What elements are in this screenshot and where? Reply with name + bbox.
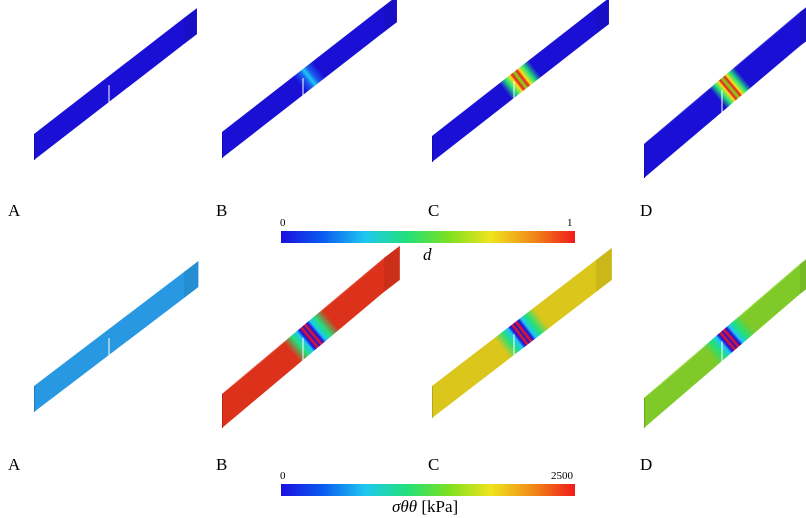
beam-panel-d-c <box>432 0 609 162</box>
beam-side-edge <box>222 132 223 158</box>
beam-side-edge <box>644 144 645 178</box>
beam-top-face <box>432 0 607 136</box>
colorbar-sigma <box>281 484 575 496</box>
beam-end-face <box>596 247 612 292</box>
colorbar-sigma-unit: [kPa] <box>421 497 459 516</box>
panel-label-sigma-b: B <box>216 455 228 474</box>
beam-side-edge <box>432 386 433 418</box>
panel-label-d-c: C <box>428 201 440 220</box>
beam-end-face <box>800 7 806 46</box>
colorbar-sigma-title: σθθ [kPa] <box>392 498 458 515</box>
beam-panel-d-b <box>222 0 397 158</box>
beam-top-face <box>432 247 612 386</box>
panel-label-d-a: A <box>8 201 21 220</box>
panel-label-sigma-c: C <box>428 455 440 474</box>
beam-side-edge <box>34 134 35 160</box>
beam-end-face <box>384 0 397 32</box>
beam-panel-d-a <box>34 8 197 160</box>
beam-top-face <box>644 259 806 398</box>
beam-top-face <box>222 245 400 394</box>
beam-end-face <box>184 8 197 45</box>
beam-top-face <box>222 0 392 132</box>
panel-label-sigma-a: A <box>8 455 21 474</box>
beam-panel-sigma-d <box>644 259 806 428</box>
colorbar-sigma-min-label: 0 <box>280 470 286 482</box>
panel-label-d-d: D <box>640 201 653 220</box>
beam-side-edge <box>644 398 645 428</box>
beam-panel-sigma-c <box>432 247 612 418</box>
beam-panel-sigma-a <box>34 261 199 412</box>
beam-panel-d-d <box>644 7 806 178</box>
colorbar-d-max-label: 1 <box>567 217 573 229</box>
colorbar-d-title-text: d <box>423 245 432 264</box>
beam-side-edge <box>432 136 433 162</box>
beam-end-face <box>596 0 609 34</box>
colorbar-sigma-title-text: σθθ <box>392 497 418 516</box>
beam-top-face <box>34 261 199 386</box>
beam-top-face <box>34 8 197 135</box>
panel-label-sigma-d: D <box>640 455 653 474</box>
beam-side-edge <box>34 386 35 412</box>
colorbar-sigma-max-label: 2500 <box>551 470 573 482</box>
colorbar-d <box>281 231 575 243</box>
beam-end-face <box>384 245 400 292</box>
beam-panel-sigma-b <box>222 245 400 428</box>
colorbar-d-title: d <box>423 246 432 263</box>
colorbar-d-min-label: 0 <box>280 217 286 229</box>
beam-end-face <box>184 261 199 298</box>
beam-side-edge <box>222 394 223 428</box>
panel-label-d-b: B <box>216 201 228 220</box>
beam-end-face <box>800 259 806 294</box>
beam-top-face <box>644 7 806 144</box>
